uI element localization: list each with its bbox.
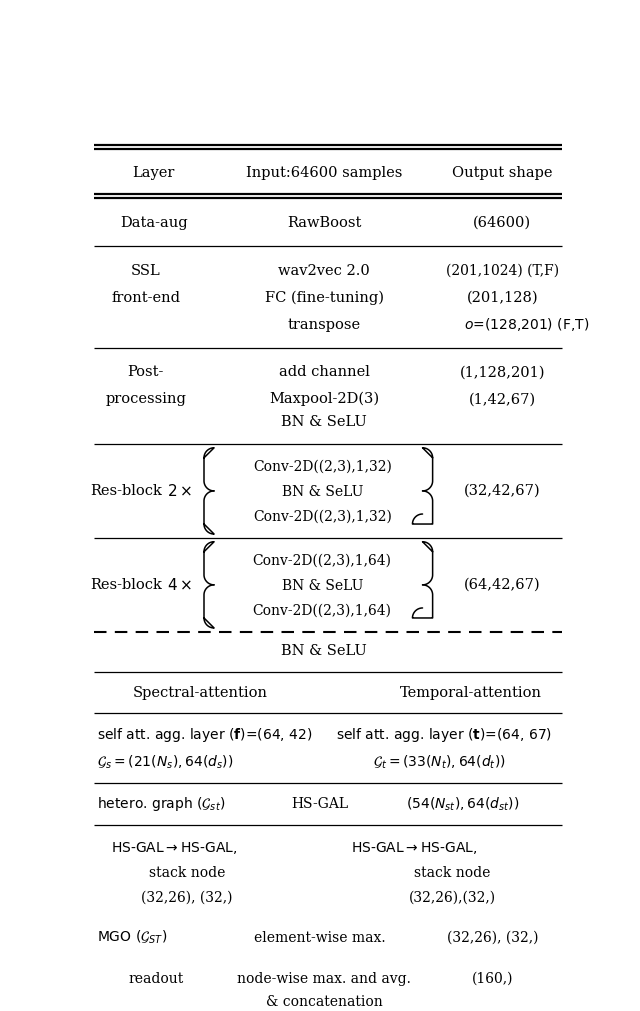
Text: Conv-2D((2,3),1,64): Conv-2D((2,3),1,64) [253, 604, 392, 618]
Text: hetero. graph ($\mathcal{G}_{st}$): hetero. graph ($\mathcal{G}_{st}$) [97, 796, 225, 813]
Text: stack node: stack node [148, 865, 225, 880]
Text: (32,26), (32,): (32,26), (32,) [447, 930, 538, 944]
Text: stack node: stack node [414, 865, 490, 880]
Text: & concatenation: & concatenation [266, 995, 383, 1009]
Text: HS-GAL: HS-GAL [292, 798, 349, 811]
Text: HS-GAL$\rightarrow$HS-GAL,: HS-GAL$\rightarrow$HS-GAL, [111, 840, 237, 856]
Text: (32,42,67): (32,42,67) [464, 484, 541, 498]
Text: (1,128,201): (1,128,201) [460, 365, 545, 379]
Text: $\mathcal{G}_s = (21(N_s), 64(d_s))$: $\mathcal{G}_s = (21(N_s), 64(d_s))$ [97, 753, 234, 770]
Text: $o$=(128,201) (F,T): $o$=(128,201) (F,T) [463, 316, 589, 333]
Text: processing: processing [106, 392, 186, 406]
Text: (32,26), (32,): (32,26), (32,) [141, 891, 233, 905]
Text: (160,): (160,) [472, 973, 513, 986]
Text: Temporal-attention: Temporal-attention [401, 685, 542, 700]
Text: Spectral-attention: Spectral-attention [132, 685, 268, 700]
Text: $4\times$: $4\times$ [166, 577, 192, 592]
Text: add channel: add channel [278, 365, 369, 379]
Text: node-wise max. and avg.: node-wise max. and avg. [237, 973, 411, 986]
Text: (32,26),(32,): (32,26),(32,) [408, 891, 495, 905]
Text: (1,42,67): (1,42,67) [469, 392, 536, 406]
Text: Input:64600 samples: Input:64600 samples [246, 166, 403, 180]
Text: (201,128): (201,128) [467, 290, 538, 304]
Text: transpose: transpose [287, 317, 361, 332]
Text: self att. agg. layer ($\mathbf{f}$)=(64, 42): self att. agg. layer ($\mathbf{f}$)=(64,… [97, 726, 312, 744]
Text: SSL: SSL [131, 264, 161, 278]
Text: $\mathcal{G}_t = (33(N_t), 64(d_t))$: $\mathcal{G}_t = (33(N_t), 64(d_t))$ [373, 753, 506, 770]
Text: Maxpool-2D(3): Maxpool-2D(3) [269, 392, 379, 406]
Text: RawBoost: RawBoost [287, 216, 362, 229]
Text: self att. agg. layer ($\mathbf{t}$)=(64, 67): self att. agg. layer ($\mathbf{t}$)=(64,… [336, 726, 552, 744]
Text: front-end: front-end [111, 290, 180, 304]
Text: (201,1024) (T,F): (201,1024) (T,F) [446, 264, 559, 278]
Text: element-wise max.: element-wise max. [255, 930, 386, 944]
Text: MGO ($\mathcal{G}_{ST}$): MGO ($\mathcal{G}_{ST}$) [97, 929, 168, 946]
Text: Conv-2D((2,3),1,32): Conv-2D((2,3),1,32) [253, 510, 392, 524]
Text: (64,42,67): (64,42,67) [464, 578, 541, 591]
Text: Res-block: Res-block [91, 484, 163, 498]
Text: HS-GAL$\rightarrow$HS-GAL,: HS-GAL$\rightarrow$HS-GAL, [351, 840, 477, 856]
Text: readout: readout [129, 973, 184, 986]
Text: wav2vec 2.0: wav2vec 2.0 [278, 264, 370, 278]
Text: Data-aug: Data-aug [120, 216, 188, 229]
Text: Conv-2D((2,3),1,32): Conv-2D((2,3),1,32) [253, 460, 392, 474]
Text: Post-: Post- [128, 365, 164, 379]
Text: Output shape: Output shape [452, 166, 552, 180]
Text: BN & SeLU: BN & SeLU [281, 416, 367, 430]
Text: Res-block: Res-block [91, 578, 163, 591]
Text: BN & SeLU: BN & SeLU [282, 578, 363, 592]
Text: BN & SeLU: BN & SeLU [282, 484, 363, 498]
Text: Conv-2D((2,3),1,64): Conv-2D((2,3),1,64) [253, 554, 392, 568]
Text: Layer: Layer [132, 166, 175, 180]
Text: FC (fine-tuning): FC (fine-tuning) [264, 290, 383, 305]
Text: $2\times$: $2\times$ [166, 483, 192, 498]
Text: $(54(N_{st}),64(d_{st}))$: $(54(N_{st}),64(d_{st}))$ [406, 796, 519, 813]
Text: BN & SeLU: BN & SeLU [281, 644, 367, 658]
Text: (64600): (64600) [474, 216, 531, 229]
